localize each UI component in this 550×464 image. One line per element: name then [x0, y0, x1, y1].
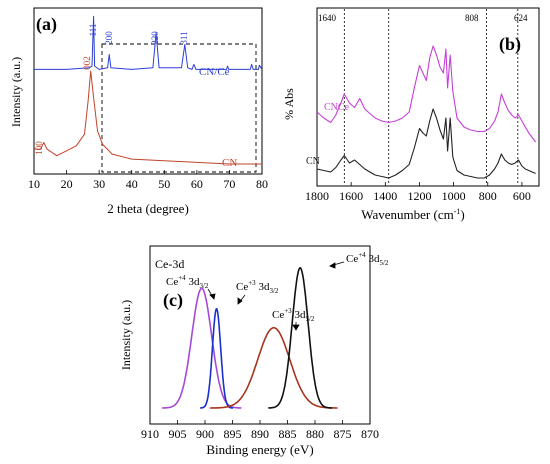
- panel-b-x-tick-label-1400: 1400: [373, 189, 397, 203]
- series-peak-2-c: [199, 307, 234, 409]
- legend-cn-b: CN: [306, 156, 320, 167]
- panel-b-x-tick-label-1600: 1600: [339, 189, 363, 203]
- panel-c-x-axis-label: Binding energy (eV): [206, 442, 313, 457]
- peak-label-220: 220: [150, 31, 160, 45]
- panel-a-x-tick-label-20: 20: [61, 177, 73, 191]
- panel-b-x-tick-label-800: 800: [479, 189, 497, 203]
- panel-b-x-tick-label-600: 600: [513, 189, 531, 203]
- dashed-line-label-624: 624: [514, 13, 528, 23]
- peak-label-200: 200: [104, 31, 114, 45]
- panel-c-x-tick-label-900: 900: [196, 427, 214, 441]
- series-cnce-b: [316, 45, 537, 143]
- panel-c-series: [162, 266, 338, 409]
- peak-label-111: 111: [88, 24, 98, 37]
- panel-b-label: (b): [499, 34, 521, 55]
- panel-b-y-axis-label: % Abs: [282, 88, 296, 120]
- panel-a-x-tick-label-50: 50: [158, 177, 170, 191]
- panel-c-frame: [149, 245, 371, 425]
- panel-a-x-tick-label-60: 60: [191, 177, 203, 191]
- panel-b-dashed-lines: [343, 9, 519, 185]
- panel-c-title: Ce-3d: [155, 257, 184, 271]
- series-peak-3-c: [209, 326, 338, 409]
- series-cn-ce-a: [34, 15, 263, 70]
- panel-c-label: (c): [163, 290, 183, 311]
- panel-b-x-ticks: 1800 1600 1400 1200 1000 800 600: [305, 182, 531, 203]
- panel-c-x-tick-label-880: 880: [306, 427, 324, 441]
- panel-c-x-tick-label-910: 910: [141, 427, 159, 441]
- panel-a-x-tick-label-30: 30: [93, 177, 105, 191]
- arrowhead-ce4-3d32: [209, 293, 216, 300]
- panel-b-x-tick-label-1800: 1800: [305, 189, 329, 203]
- panel-a-series: [34, 15, 263, 165]
- legend-cnce-a: CN/Ce: [199, 66, 230, 78]
- dashed-line-label-808: 808: [465, 13, 479, 23]
- panel-b-frame: [316, 7, 540, 187]
- peak-label-ce3-3d32: Ce+3 3d3/2: [236, 279, 279, 295]
- arrowhead-ce3-3d52: [292, 324, 300, 331]
- panel-b: 1800 1600 1400 1200 1000 800 600 (b) % Abs Wav…: [282, 7, 540, 222]
- panel-c-y-axis-label: Intensity (a.u.): [119, 300, 133, 370]
- arrowhead-ce3-3d32: [237, 297, 243, 305]
- panel-a-x-tick-label-80: 80: [256, 177, 268, 191]
- panel-b-series: [316, 45, 537, 179]
- panel-a-y-axis-label: Intensity (a.u.): [9, 57, 23, 127]
- panel-a-x-tick-label-10: 10: [28, 177, 40, 191]
- legend-cn-a: CN: [222, 157, 237, 169]
- legend-cnce-b: CNCe: [324, 102, 350, 113]
- panel-a-x-axis-label: 2 theta (degree): [107, 201, 189, 216]
- arrowhead-ce4-3d52: [329, 262, 336, 269]
- panel-a: 10 20 30 40 50 60 70 80 (a) Intensity (a.u.) 2 …: [9, 7, 268, 216]
- panel-a-inset-box: [101, 43, 257, 173]
- panel-c-x-tick-label-875: 875: [334, 427, 352, 441]
- panel-b-x-axis-label: Wavenumber (cm-1): [361, 207, 464, 222]
- peak-label-311: 311: [179, 31, 189, 44]
- panel-c-x-ticks: 910 905 900 895 890 885 880 875 870: [141, 420, 379, 441]
- panel-a-frame: [33, 7, 263, 175]
- panel-c-x-tick-label-870: 870: [361, 427, 379, 441]
- panel-c-x-tick-label-885: 885: [279, 427, 297, 441]
- panel-b-x-tick-label-1200: 1200: [407, 189, 431, 203]
- panel-b-x-tick-label-1000: 1000: [442, 189, 466, 203]
- panel-c-x-tick-label-890: 890: [251, 427, 269, 441]
- panel-c-arrows: [207, 261, 345, 331]
- panel-a-label: (a): [36, 14, 57, 35]
- panel-a-x-ticks: 10 20 30 40 50 60 70 80: [28, 170, 268, 191]
- peak-label-002: 002: [82, 56, 92, 70]
- series-peak-4-c: [268, 266, 333, 409]
- peak-label-ce3-3d52: Ce+3 3d5/2: [272, 307, 315, 323]
- peak-label-ce4-3d32: Ce+4 3d3/2: [166, 274, 209, 290]
- series-cn-a: [34, 70, 262, 165]
- dashed-line-label-1640: 1640: [318, 13, 337, 23]
- panel-c-x-tick-label-905: 905: [169, 427, 187, 441]
- panel-c-x-tick-label-895: 895: [224, 427, 242, 441]
- peak-label-ce4-3d52: Ce+4 3d5/2: [346, 251, 389, 267]
- series-cn-b: [316, 108, 536, 179]
- panel-c: 910 905 900 895 890 885 880 875 870 (c) Ce-3d In…: [119, 245, 389, 457]
- panel-a-x-tick-label-70: 70: [223, 177, 235, 191]
- peak-label-100: 100: [34, 141, 44, 155]
- panel-a-x-tick-label-40: 40: [126, 177, 138, 191]
